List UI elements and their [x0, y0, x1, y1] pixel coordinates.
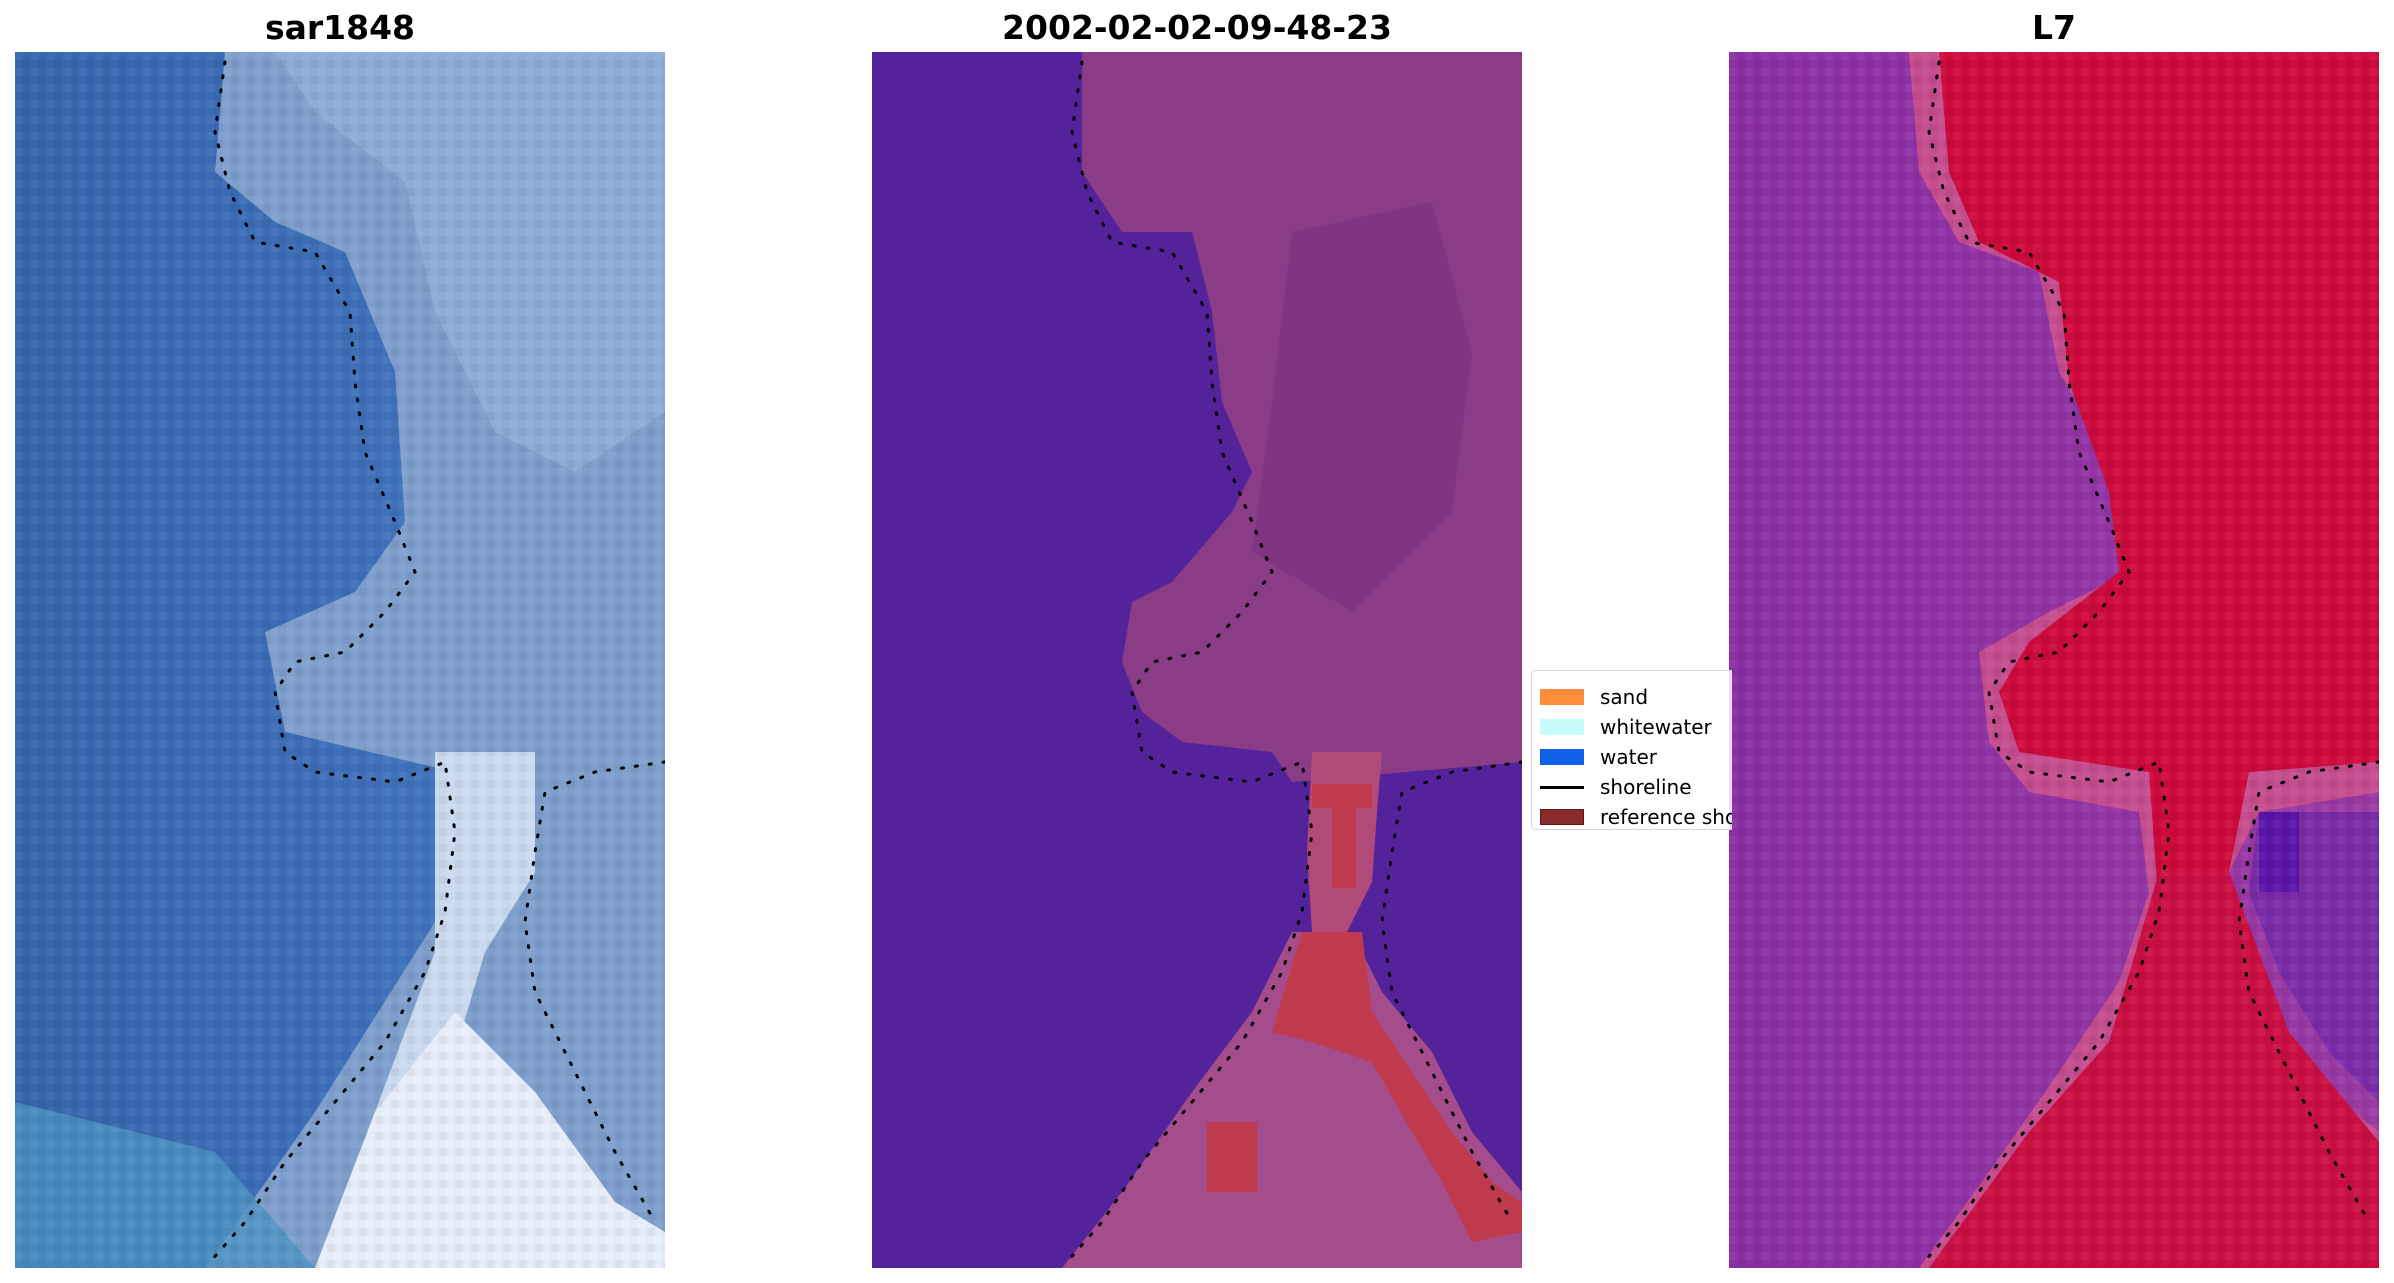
legend-item-sand: sand [1540, 685, 1648, 709]
legend-swatch-whitewater [1540, 719, 1584, 735]
panel-title-rgb: sar1848 [264, 8, 416, 47]
classification-panel [872, 52, 1522, 1268]
legend-label-sand: sand [1600, 685, 1649, 709]
legend: sand whitewater water shoreline referenc… [1531, 670, 1732, 830]
legend-label-reference-shoreline: reference shoreline [1600, 805, 1732, 829]
legend-swatch-shoreline [1540, 785, 1584, 789]
legend-item-reference-shoreline: reference shoreline [1540, 805, 1732, 829]
classification-image [872, 52, 1522, 1268]
rgb-image-panel [15, 52, 665, 1268]
index-image [1729, 52, 2379, 1268]
legend-item-whitewater: whitewater [1540, 715, 1712, 739]
legend-swatch-reference-shoreline [1540, 809, 1584, 825]
panel-title-classification: 2002-02-02-09-48-23 [1002, 8, 1392, 47]
legend-item-shoreline: shoreline [1540, 775, 1692, 799]
legend-label-water: water [1600, 745, 1657, 769]
legend-swatch-sand [1540, 689, 1584, 705]
index-panel [1729, 52, 2379, 1268]
legend-label-whitewater: whitewater [1600, 715, 1712, 739]
legend-label-shoreline: shoreline [1600, 775, 1692, 799]
panel-title-index: L7 [2032, 8, 2076, 47]
legend-item-water: water [1540, 745, 1657, 769]
rgb-image [15, 52, 665, 1268]
legend-swatch-water [1540, 749, 1584, 765]
